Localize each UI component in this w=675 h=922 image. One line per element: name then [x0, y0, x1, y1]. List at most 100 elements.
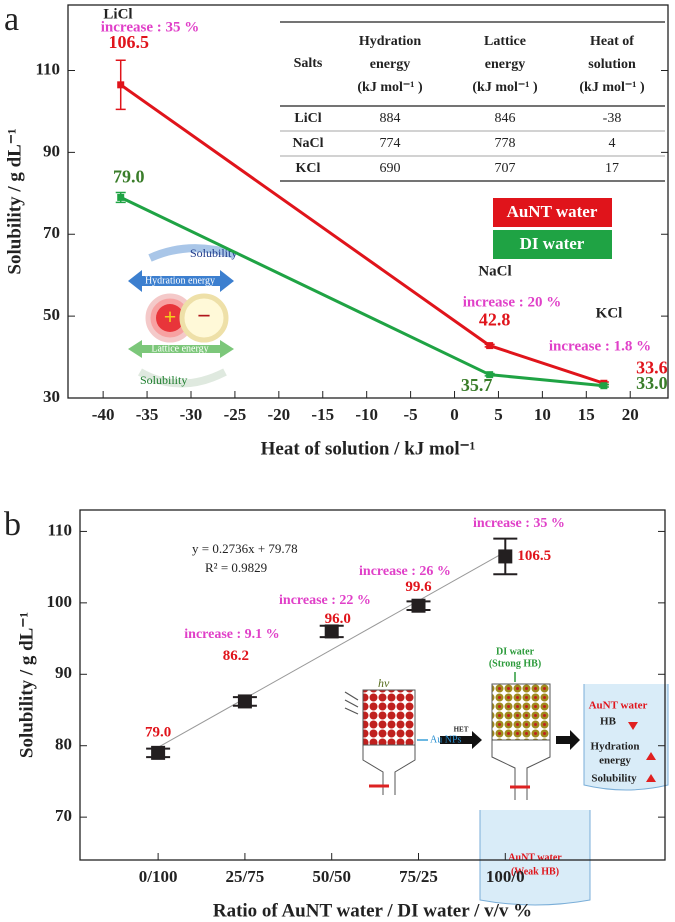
annotation: increase : 35 %: [473, 516, 565, 531]
table-cell: LiCl: [294, 111, 321, 126]
table-header: energy: [485, 57, 525, 72]
data-point: [151, 745, 166, 760]
legend-swatch: [493, 198, 612, 227]
x-tick-label: 20: [622, 405, 639, 424]
annotation: increase : 35 %: [101, 19, 199, 35]
data-point: [324, 624, 339, 639]
inset-label: −: [197, 304, 211, 330]
schematic-label: (Strong HB): [489, 658, 541, 669]
value-label: 33.0: [636, 373, 668, 393]
y-tick-label: 70: [55, 806, 72, 825]
table-header: energy: [370, 57, 410, 72]
y-tick-label: 80: [55, 735, 72, 754]
fit-line: [157, 551, 506, 748]
annotation: increase : 22 %: [279, 593, 371, 608]
value-label: 79.0: [113, 167, 145, 187]
table-cell: 774: [380, 136, 401, 151]
schematic-label: AuNT water: [508, 852, 562, 863]
data-point: [411, 598, 426, 613]
schematic-label: HB: [600, 716, 617, 728]
panel-label: b: [4, 506, 21, 543]
schematic-label: HET: [454, 726, 469, 734]
plot-frame: [79, 509, 666, 861]
y-axis-title: Solubility / g dL⁻¹: [16, 612, 37, 758]
x-tick-label: 50/50: [312, 867, 351, 886]
table-cell: -38: [603, 111, 622, 126]
table-header: Heat of: [590, 34, 634, 49]
table-header: (kJ mol⁻¹ ): [472, 80, 538, 95]
table-header: (kJ mol⁻¹ ): [579, 80, 645, 95]
data-point: [600, 382, 608, 390]
schematic: hν Au NPs HET DI water (Strong HB) AuNT …: [344, 646, 669, 906]
value-label: 86.2: [223, 648, 249, 664]
annotation: increase : 20 %: [463, 294, 561, 310]
annotation: increase : 9.1 %: [184, 627, 279, 642]
x-axis-title: Heat of solution / kJ mol⁻¹: [261, 438, 476, 459]
value-label: 42.8: [479, 310, 511, 330]
value-label: 35.7: [461, 375, 493, 395]
data-point: [117, 81, 125, 89]
table-cell: NaCl: [292, 136, 323, 151]
y-tick-label: 110: [35, 59, 60, 78]
legend-label: AuNT water: [507, 202, 598, 221]
table-header: Hydration: [359, 34, 421, 49]
x-tick-label: -30: [180, 405, 203, 424]
x-tick-label: 5: [494, 405, 503, 424]
y-tick-label: 100: [47, 592, 73, 611]
annotation: increase : 1.8 %: [549, 338, 651, 354]
schematic-label: Hydration: [591, 741, 640, 753]
schematic-label: hν: [378, 676, 390, 690]
inset-label: +: [164, 304, 177, 329]
y-tick-label: 110: [47, 520, 72, 539]
table-cell: 846: [495, 111, 516, 126]
fit-equation: y = 0.2736x + 79.78: [192, 541, 298, 556]
table-cell: 707: [495, 161, 516, 176]
x-tick-label: 75/25: [399, 867, 438, 886]
y-tick-label: 50: [43, 305, 60, 324]
inset-label: Lattice energy: [151, 343, 208, 354]
y-axis-title: Solubility / g dL⁻¹: [4, 128, 25, 274]
table-cell: 17: [605, 161, 619, 176]
value-label: 96.0: [325, 611, 351, 627]
panel-label: a: [4, 1, 19, 38]
x-tick-label: 100/0: [486, 867, 525, 886]
table-header: (kJ mol⁻¹ ): [357, 80, 423, 95]
table-header: Salts: [294, 56, 323, 71]
x-tick-label: 0/100: [139, 867, 178, 886]
x-tick-label: -15: [311, 405, 334, 424]
y-tick-label: 90: [43, 141, 60, 160]
table-cell: 690: [380, 161, 401, 176]
inset-label: Solubility: [190, 246, 237, 260]
x-tick-label: 10: [534, 405, 551, 424]
x-tick-label: 15: [578, 405, 595, 424]
x-tick-label: -20: [267, 405, 290, 424]
value-label: 79.0: [145, 724, 171, 740]
legend-label: DI water: [520, 234, 585, 253]
annotation: LiCl: [103, 6, 132, 22]
legend-swatch: [493, 230, 612, 259]
value-label: 99.6: [405, 579, 432, 595]
table-cell: 778: [495, 136, 516, 151]
x-tick-label: -35: [136, 405, 159, 424]
schematic-label: AuNT water: [589, 700, 648, 712]
data-point: [486, 371, 494, 379]
x-tick-label: 0: [450, 405, 459, 424]
schematic-label: Solubility: [591, 773, 637, 785]
data-point: [498, 549, 513, 564]
schematic-label: (Weak HB): [511, 866, 559, 877]
y-tick-label: 70: [43, 223, 60, 242]
fit-r2: R² = 0.9829: [205, 560, 267, 575]
annotation: increase : 26 %: [359, 564, 451, 579]
table-cell: KCl: [296, 161, 321, 176]
value-label: 106.5: [517, 548, 551, 564]
schematic-label: energy: [599, 755, 631, 767]
x-tick-label: -10: [355, 405, 378, 424]
data-point: [486, 342, 494, 350]
schematic-label: DI water: [496, 646, 535, 657]
annotation: NaCl: [478, 263, 511, 279]
y-tick-label: 90: [55, 663, 72, 682]
schematic-label: Au NPs: [430, 734, 462, 745]
table-header: Lattice: [484, 34, 526, 49]
table-header: solution: [588, 57, 636, 72]
data-point: [117, 193, 125, 201]
